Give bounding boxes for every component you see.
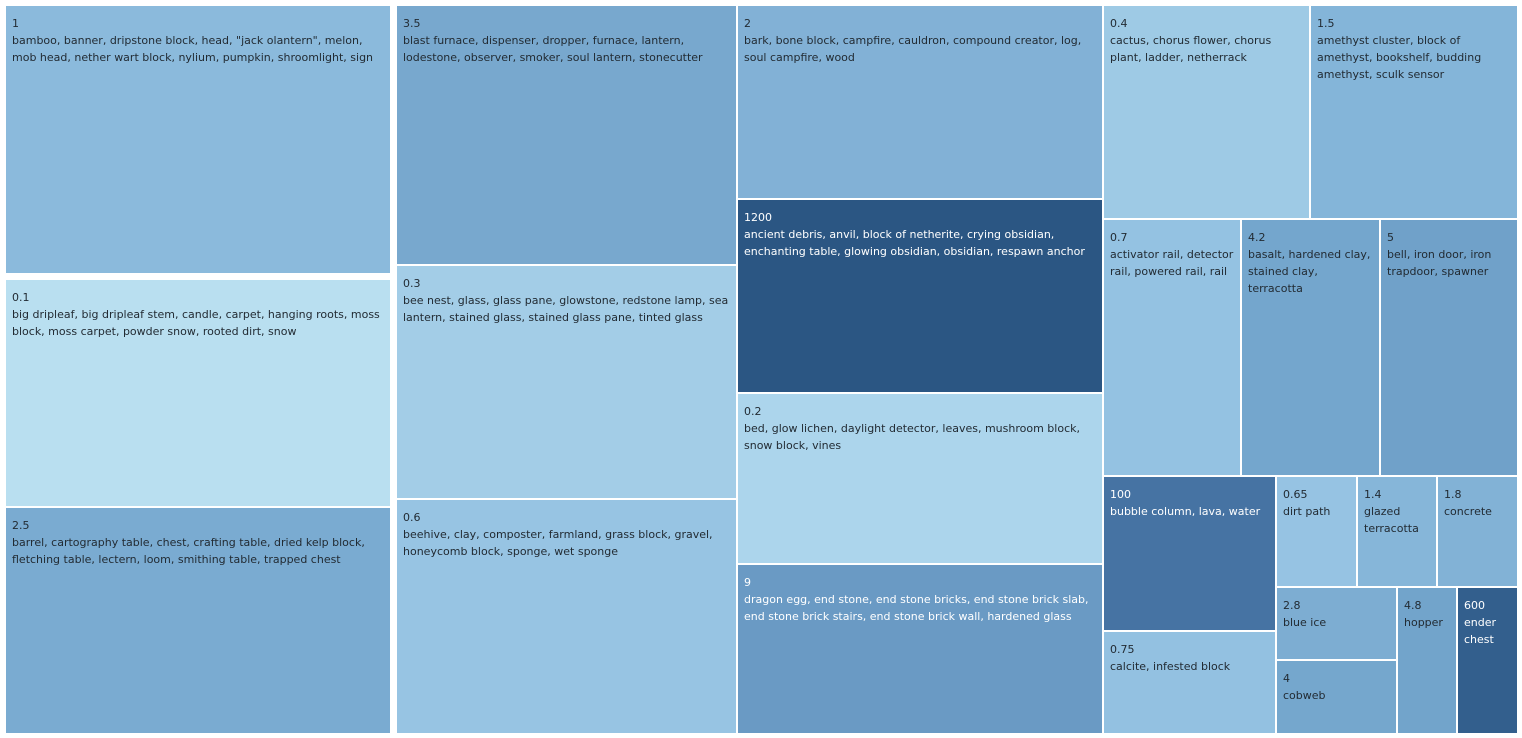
tile-block-list: bamboo, banner, dripstone block, head, "…	[12, 34, 374, 64]
tile-value-label: 2.8	[1283, 599, 1301, 612]
tile-value-label: 600	[1464, 599, 1485, 612]
treemap-tile[interactable]: 600 ender chest	[1457, 587, 1518, 734]
tile-block-list: glazed terracotta	[1364, 505, 1419, 535]
treemap-tile[interactable]: 4 cobweb	[1276, 660, 1397, 734]
treemap-tile[interactable]: 1.5 amethyst cluster, block of amethyst, …	[1310, 5, 1518, 219]
treemap-tile[interactable]: 0.6 beehive, clay, composter, farmland, g…	[396, 499, 737, 734]
treemap-tile[interactable]: 0.3 bee nest, glass, glass pane, glowston…	[396, 265, 737, 499]
tile-value-label: 1.8	[1444, 488, 1462, 501]
tile-block-list: bed, glow lichen, daylight detector, lea…	[744, 422, 1080, 452]
treemap-tile[interactable]: 0.4 cactus, chorus flower, chorus plant, …	[1103, 5, 1310, 219]
treemap-tile[interactable]: 1.4 glazed terracotta	[1357, 476, 1437, 587]
tile-value-label: 0.75	[1110, 643, 1135, 656]
tile-value-label: 0.1	[12, 291, 30, 304]
treemap-tile[interactable]: 2.5 barrel, cartography table, chest, cra…	[5, 507, 391, 734]
treemap-tile[interactable]: 4.8 hopper	[1397, 587, 1457, 734]
treemap-tile[interactable]: 1200 ancient debris, anvil, block of neth…	[737, 199, 1103, 393]
tile-block-list: cobweb	[1283, 689, 1326, 702]
tile-value-label: 1	[12, 17, 19, 30]
tile-block-list: beehive, clay, composter, farmland, gras…	[403, 528, 713, 558]
tile-value-label: 0.3	[403, 277, 421, 290]
tile-value-label: 1.4	[1364, 488, 1382, 501]
tile-block-list: blue ice	[1283, 616, 1327, 629]
tile-block-list: ancient debris, anvil, block of netherit…	[744, 228, 1085, 258]
tile-value-label: 9	[744, 576, 751, 589]
tile-block-list: big dripleaf, big dripleaf stem, candle,…	[12, 308, 380, 338]
treemap-tile[interactable]: 0.2 bed, glow lichen, daylight detector, …	[737, 393, 1103, 564]
treemap-tile[interactable]: 3.5 blast furnace, dispenser, dropper, fu…	[396, 5, 737, 265]
tile-value-label: 2	[744, 17, 751, 30]
tile-value-label: 4	[1283, 672, 1290, 685]
tile-block-list: calcite, infested block	[1110, 660, 1231, 673]
tile-value-label: 5	[1387, 231, 1394, 244]
tile-value-label: 3.5	[403, 17, 421, 30]
tile-block-list: hopper	[1404, 616, 1443, 629]
tile-value-label: 0.65	[1283, 488, 1308, 501]
tile-block-list: cactus, chorus flower, chorus plant, lad…	[1110, 34, 1272, 64]
treemap-tile[interactable]: 0.75 calcite, infested block	[1103, 631, 1276, 734]
tile-value-label: 0.7	[1110, 231, 1128, 244]
tile-block-list: bark, bone block, campfire, cauldron, co…	[744, 34, 1082, 64]
treemap-tile[interactable]: 0.1 big dripleaf, big dripleaf stem, cand…	[5, 279, 391, 507]
tile-block-list: bubble column, lava, water	[1110, 505, 1261, 518]
tile-block-list: blast furnace, dispenser, dropper, furna…	[403, 34, 703, 64]
tile-value-label: 2.5	[12, 519, 30, 532]
treemap-tile[interactable]: 1.8 concrete	[1437, 476, 1518, 587]
tile-block-list: barrel, cartography table, chest, crafti…	[12, 536, 365, 566]
tile-block-list: dirt path	[1283, 505, 1331, 518]
tile-block-list: amethyst cluster, block of amethyst, boo…	[1317, 34, 1482, 81]
tile-value-label: 0.4	[1110, 17, 1128, 30]
tile-block-list: bell, iron door, iron trapdoor, spawner	[1387, 248, 1492, 278]
treemap-tile[interactable]: 100 bubble column, lava, water	[1103, 476, 1276, 631]
tile-value-label: 100	[1110, 488, 1131, 501]
tile-value-label: 1.5	[1317, 17, 1335, 30]
tile-value-label: 4.8	[1404, 599, 1422, 612]
treemap-tile[interactable]: 1 bamboo, banner, dripstone block, head, …	[5, 5, 391, 274]
tile-block-list: activator rail, detector rail, powered r…	[1110, 248, 1234, 278]
tile-block-list: bee nest, glass, glass pane, glowstone, …	[403, 294, 729, 324]
tile-block-list: ender chest	[1464, 616, 1497, 646]
tile-block-list: dragon egg, end stone, end stone bricks,…	[744, 593, 1089, 623]
treemap-tile[interactable]: 4.2 basalt, hardened clay, stained clay, …	[1241, 219, 1380, 476]
tile-value-label: 4.2	[1248, 231, 1266, 244]
tile-value-label: 0.2	[744, 405, 762, 418]
tile-block-list: concrete	[1444, 505, 1492, 518]
treemap-tile[interactable]: 9 dragon egg, end stone, end stone bricks…	[737, 564, 1103, 734]
treemap-tile[interactable]: 2 bark, bone block, campfire, cauldron, c…	[737, 5, 1103, 199]
treemap-tile[interactable]: 5 bell, iron door, iron trapdoor, spawner	[1380, 219, 1518, 476]
tile-value-label: 1200	[744, 211, 772, 224]
treemap-tile[interactable]: 0.65 dirt path	[1276, 476, 1357, 587]
tile-block-list: basalt, hardened clay, stained clay, ter…	[1248, 248, 1371, 295]
treemap-tile[interactable]: 2.8 blue ice	[1276, 587, 1397, 660]
treemap-tile[interactable]: 0.7 activator rail, detector rail, powere…	[1103, 219, 1241, 476]
tile-value-label: 0.6	[403, 511, 421, 524]
